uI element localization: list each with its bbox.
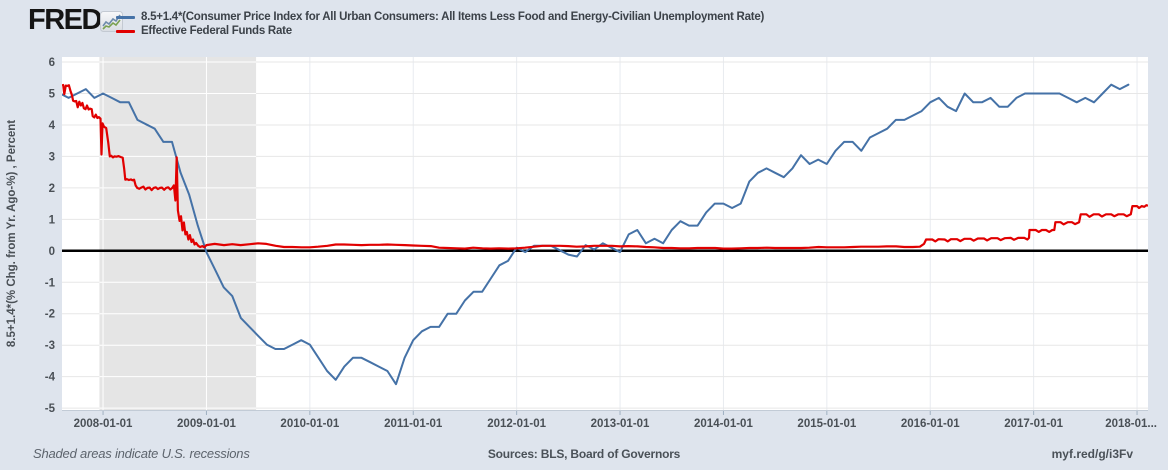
- x-tick-label: 2014-01-01: [694, 418, 753, 430]
- legend-item-fed-funds: Effective Federal Funds Rate: [116, 24, 764, 38]
- x-tick-label: 2015-01-01: [797, 418, 856, 430]
- y-tick-label: -3: [45, 340, 55, 352]
- x-tick-label: 2010-01-01: [280, 418, 339, 430]
- x-tick-label: 2017-01-01: [1004, 418, 1063, 430]
- legend-line-swatch-red: [116, 29, 135, 33]
- series-line-cpi-unemployment-gap: [62, 83, 1130, 386]
- y-tick-label: -2: [45, 309, 55, 321]
- legend-item-cpi-gap: 8.5+1.4*(Consumer Price Index for All Ur…: [116, 10, 764, 24]
- x-tick-label: 2013-01-01: [591, 418, 650, 430]
- x-tick-label: 2008-01-01: [74, 418, 133, 430]
- chart-legend: 8.5+1.4*(Consumer Price Index for All Ur…: [116, 10, 764, 38]
- x-tick-label: 2012-01-01: [487, 418, 546, 430]
- x-tick-label: 2016-01-01: [901, 418, 960, 430]
- y-tick-label: 2: [49, 183, 55, 195]
- x-tick-label: 2018-01...: [1105, 418, 1157, 430]
- y-axis-title: 8.5+1.4*(% Chg. from Yr. Ago-%) , Percen…: [6, 120, 18, 347]
- fred-logo-text: FRED: [28, 4, 102, 36]
- legend-line-swatch-blue: [116, 15, 135, 19]
- fred-logo: FRED: [28, 5, 105, 35]
- y-tick-label: 6: [49, 57, 55, 69]
- y-tick-label: 4: [49, 120, 56, 132]
- x-tick-label: 2011-01-01: [384, 418, 443, 430]
- y-tick-label: -4: [45, 372, 56, 384]
- series-line-fed-funds: [62, 83, 1148, 250]
- legend-label: Effective Federal Funds Rate: [141, 25, 292, 37]
- y-tick-label: 5: [49, 88, 56, 100]
- y-tick-label: 3: [49, 151, 55, 163]
- fred-short-url-link[interactable]: myf.red/g/i3Fv: [1051, 447, 1133, 461]
- y-tick-label: -1: [45, 277, 56, 289]
- y-tick-label: -5: [45, 403, 56, 415]
- y-tick-label: 1: [49, 214, 56, 226]
- sources-text: Sources: BLS, Board of Governors: [487, 447, 681, 461]
- recession-band: [99, 57, 257, 410]
- y-tick-label: 0: [49, 246, 55, 258]
- legend-label: 8.5+1.4*(Consumer Price Index for All Ur…: [141, 11, 765, 23]
- recession-shading-note: Shaded areas indicate U.S. recessions: [33, 446, 250, 461]
- x-tick-label: 2009-01-01: [177, 418, 236, 430]
